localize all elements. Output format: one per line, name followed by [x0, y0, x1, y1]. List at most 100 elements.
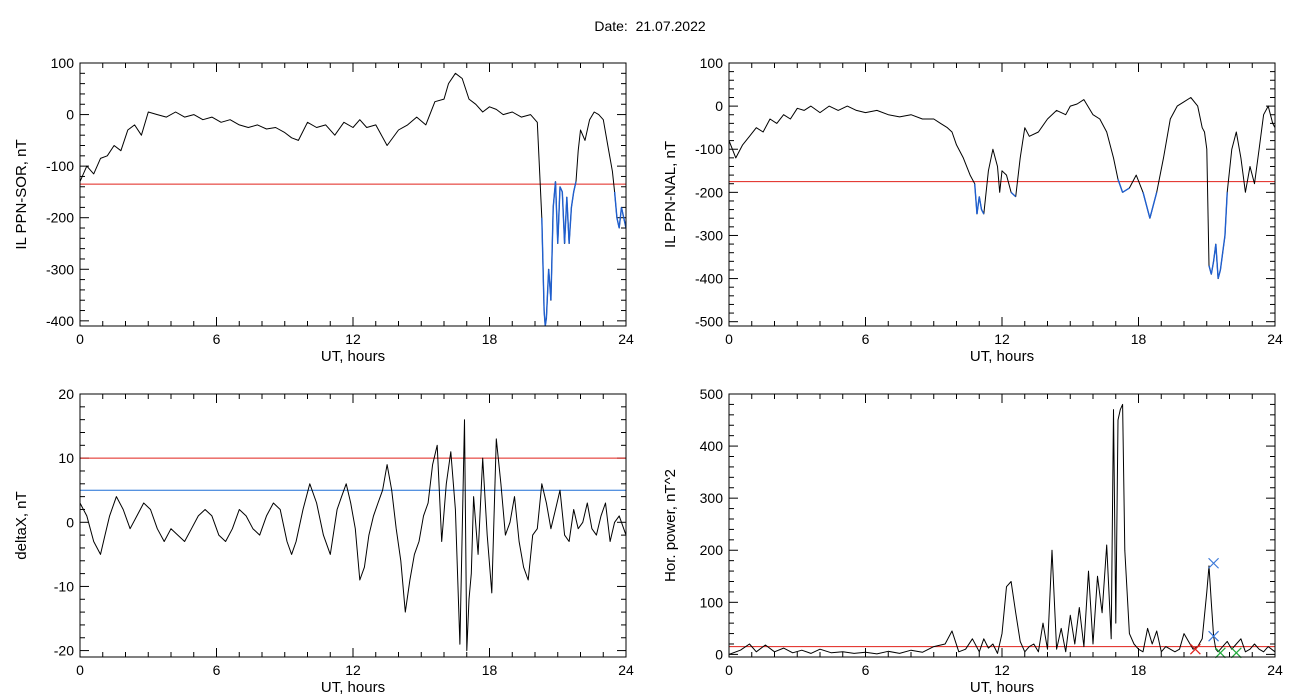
series-line	[80, 72, 626, 326]
highlight-segment	[620, 207, 625, 218]
highlight-segment	[554, 181, 559, 244]
x-tick-label: 18	[482, 662, 498, 678]
x-tick-label: 6	[213, 662, 221, 678]
marker-stroke	[1208, 557, 1219, 569]
x-tick-label: 12	[994, 331, 1010, 347]
x-tick-label: 24	[618, 331, 634, 347]
x-tick-label: 18	[1131, 331, 1147, 347]
y-tick-label: -400	[695, 271, 723, 287]
y-tick-label: 500	[700, 386, 724, 402]
x-tick-label: 0	[76, 662, 84, 678]
marker-marker_blue	[1208, 557, 1219, 569]
x-tick-label: 12	[345, 662, 361, 678]
y-tick-label: 100	[51, 55, 75, 71]
y-tick-label: 0	[66, 514, 74, 530]
highlight-segment	[1122, 187, 1130, 193]
panel-nal: 0 6 12 18 24 100 0 -100 -200 -300 -400 -500 UT, hour…	[662, 55, 1283, 365]
highlight-segment	[618, 207, 623, 229]
highlight-segment	[561, 191, 566, 244]
plot-frame	[79, 393, 627, 658]
highlight-segment	[1219, 252, 1224, 271]
highlight-segment	[572, 181, 577, 193]
highlight-segment	[557, 186, 561, 244]
y-tick-label: 200	[700, 542, 724, 558]
highlight-segment	[1117, 179, 1124, 193]
x-tick-label: 6	[862, 662, 870, 678]
series-line	[729, 97, 1275, 280]
y-tick-label: 100	[700, 55, 724, 71]
x-axis-label: UT, hours	[321, 679, 385, 696]
y-tick-label: 0	[715, 98, 723, 114]
x-tick-label: 0	[725, 662, 733, 678]
marker-marker_green	[1214, 647, 1226, 659]
highlight-segment	[1217, 269, 1222, 279]
highlight-segment	[1224, 192, 1228, 236]
highlight-segment	[980, 209, 985, 215]
x-tick-label: 24	[618, 662, 634, 678]
y-tick-label: -300	[695, 227, 723, 243]
marker-stroke	[1208, 630, 1219, 642]
highlight-segment	[563, 197, 568, 244]
plot-frame	[728, 62, 1276, 327]
x-tick-label: 6	[862, 331, 870, 347]
highlight-segment	[978, 196, 983, 210]
highlight-segment	[570, 191, 575, 208]
highlight-segment	[974, 183, 978, 214]
y-tick-label: -100	[46, 158, 74, 174]
highlight-segment	[541, 217, 545, 311]
highlight-segment	[1142, 192, 1151, 219]
series-line	[80, 419, 626, 652]
y-tick-label: 300	[700, 490, 724, 506]
x-axis-label: UT, hours	[970, 348, 1034, 365]
x-tick-label: 24	[1267, 331, 1283, 347]
highlight-segment	[1221, 235, 1226, 253]
highlight-segment	[976, 196, 980, 214]
series-line	[729, 403, 1275, 655]
highlight-segment	[1010, 191, 1017, 198]
y-axis-label: IL PPN-NAL, nT	[662, 141, 679, 248]
y-tick-label: -400	[46, 313, 74, 329]
x-tick-label: 18	[482, 331, 498, 347]
x-tick-label: 0	[725, 331, 733, 347]
marker-marker_blue	[1208, 630, 1219, 642]
x-axis-label: UT, hours	[970, 679, 1034, 696]
highlight-segment	[1215, 244, 1219, 279]
marker-marker_green	[1230, 647, 1242, 659]
y-tick-label: -100	[695, 141, 723, 157]
x-tick-label: 24	[1267, 662, 1283, 678]
y-tick-label: 400	[700, 438, 724, 454]
panel-power: 0 6 12 18 24 500 400 300 200 100 0 UT, hours Hor. po…	[662, 386, 1283, 696]
y-tick-label: 100	[700, 594, 724, 610]
highlight-segment	[568, 207, 573, 244]
plot-frame	[79, 62, 627, 327]
highlight-segment	[544, 318, 548, 326]
y-tick-label: -500	[695, 314, 723, 330]
panel-deltax: 0 6 12 18 24 20 10 0 -10 -20 UT, hours deltaX, nT	[13, 386, 634, 696]
highlight-segment	[550, 207, 554, 301]
y-tick-label: -10	[54, 578, 74, 594]
highlight-segment	[559, 186, 563, 193]
panel-sor: 0 6 12 18 24 100 0 -100 -200 -300 -400 UT, hours IL …	[13, 55, 634, 365]
x-tick-label: 6	[213, 331, 221, 347]
y-tick-label: -20	[54, 643, 74, 659]
figure-title-date: 21.07.2022	[635, 18, 706, 34]
y-tick-label: -300	[46, 261, 74, 277]
highlight-segment	[1149, 192, 1158, 219]
y-tick-label: 10	[58, 450, 74, 466]
y-tick-label: 0	[715, 646, 723, 662]
marker-stroke	[1189, 643, 1201, 655]
figure-title: Date: 21.07.2022	[0, 18, 1300, 38]
highlight-segment	[545, 269, 550, 319]
y-tick-label: -200	[695, 184, 723, 200]
x-axis-label: UT, hours	[321, 348, 385, 365]
x-tick-label: 18	[1131, 662, 1147, 678]
marker-stroke	[1214, 647, 1226, 659]
highlight-segment	[1210, 261, 1215, 275]
y-axis-label: deltaX, nT	[13, 491, 30, 559]
y-tick-label: 0	[66, 107, 74, 123]
x-tick-label: 12	[994, 662, 1010, 678]
x-tick-label: 0	[76, 331, 84, 347]
y-axis-label: Hor. power, nT^2	[662, 469, 679, 582]
y-axis-label: IL PPN-SOR, nT	[13, 139, 30, 249]
